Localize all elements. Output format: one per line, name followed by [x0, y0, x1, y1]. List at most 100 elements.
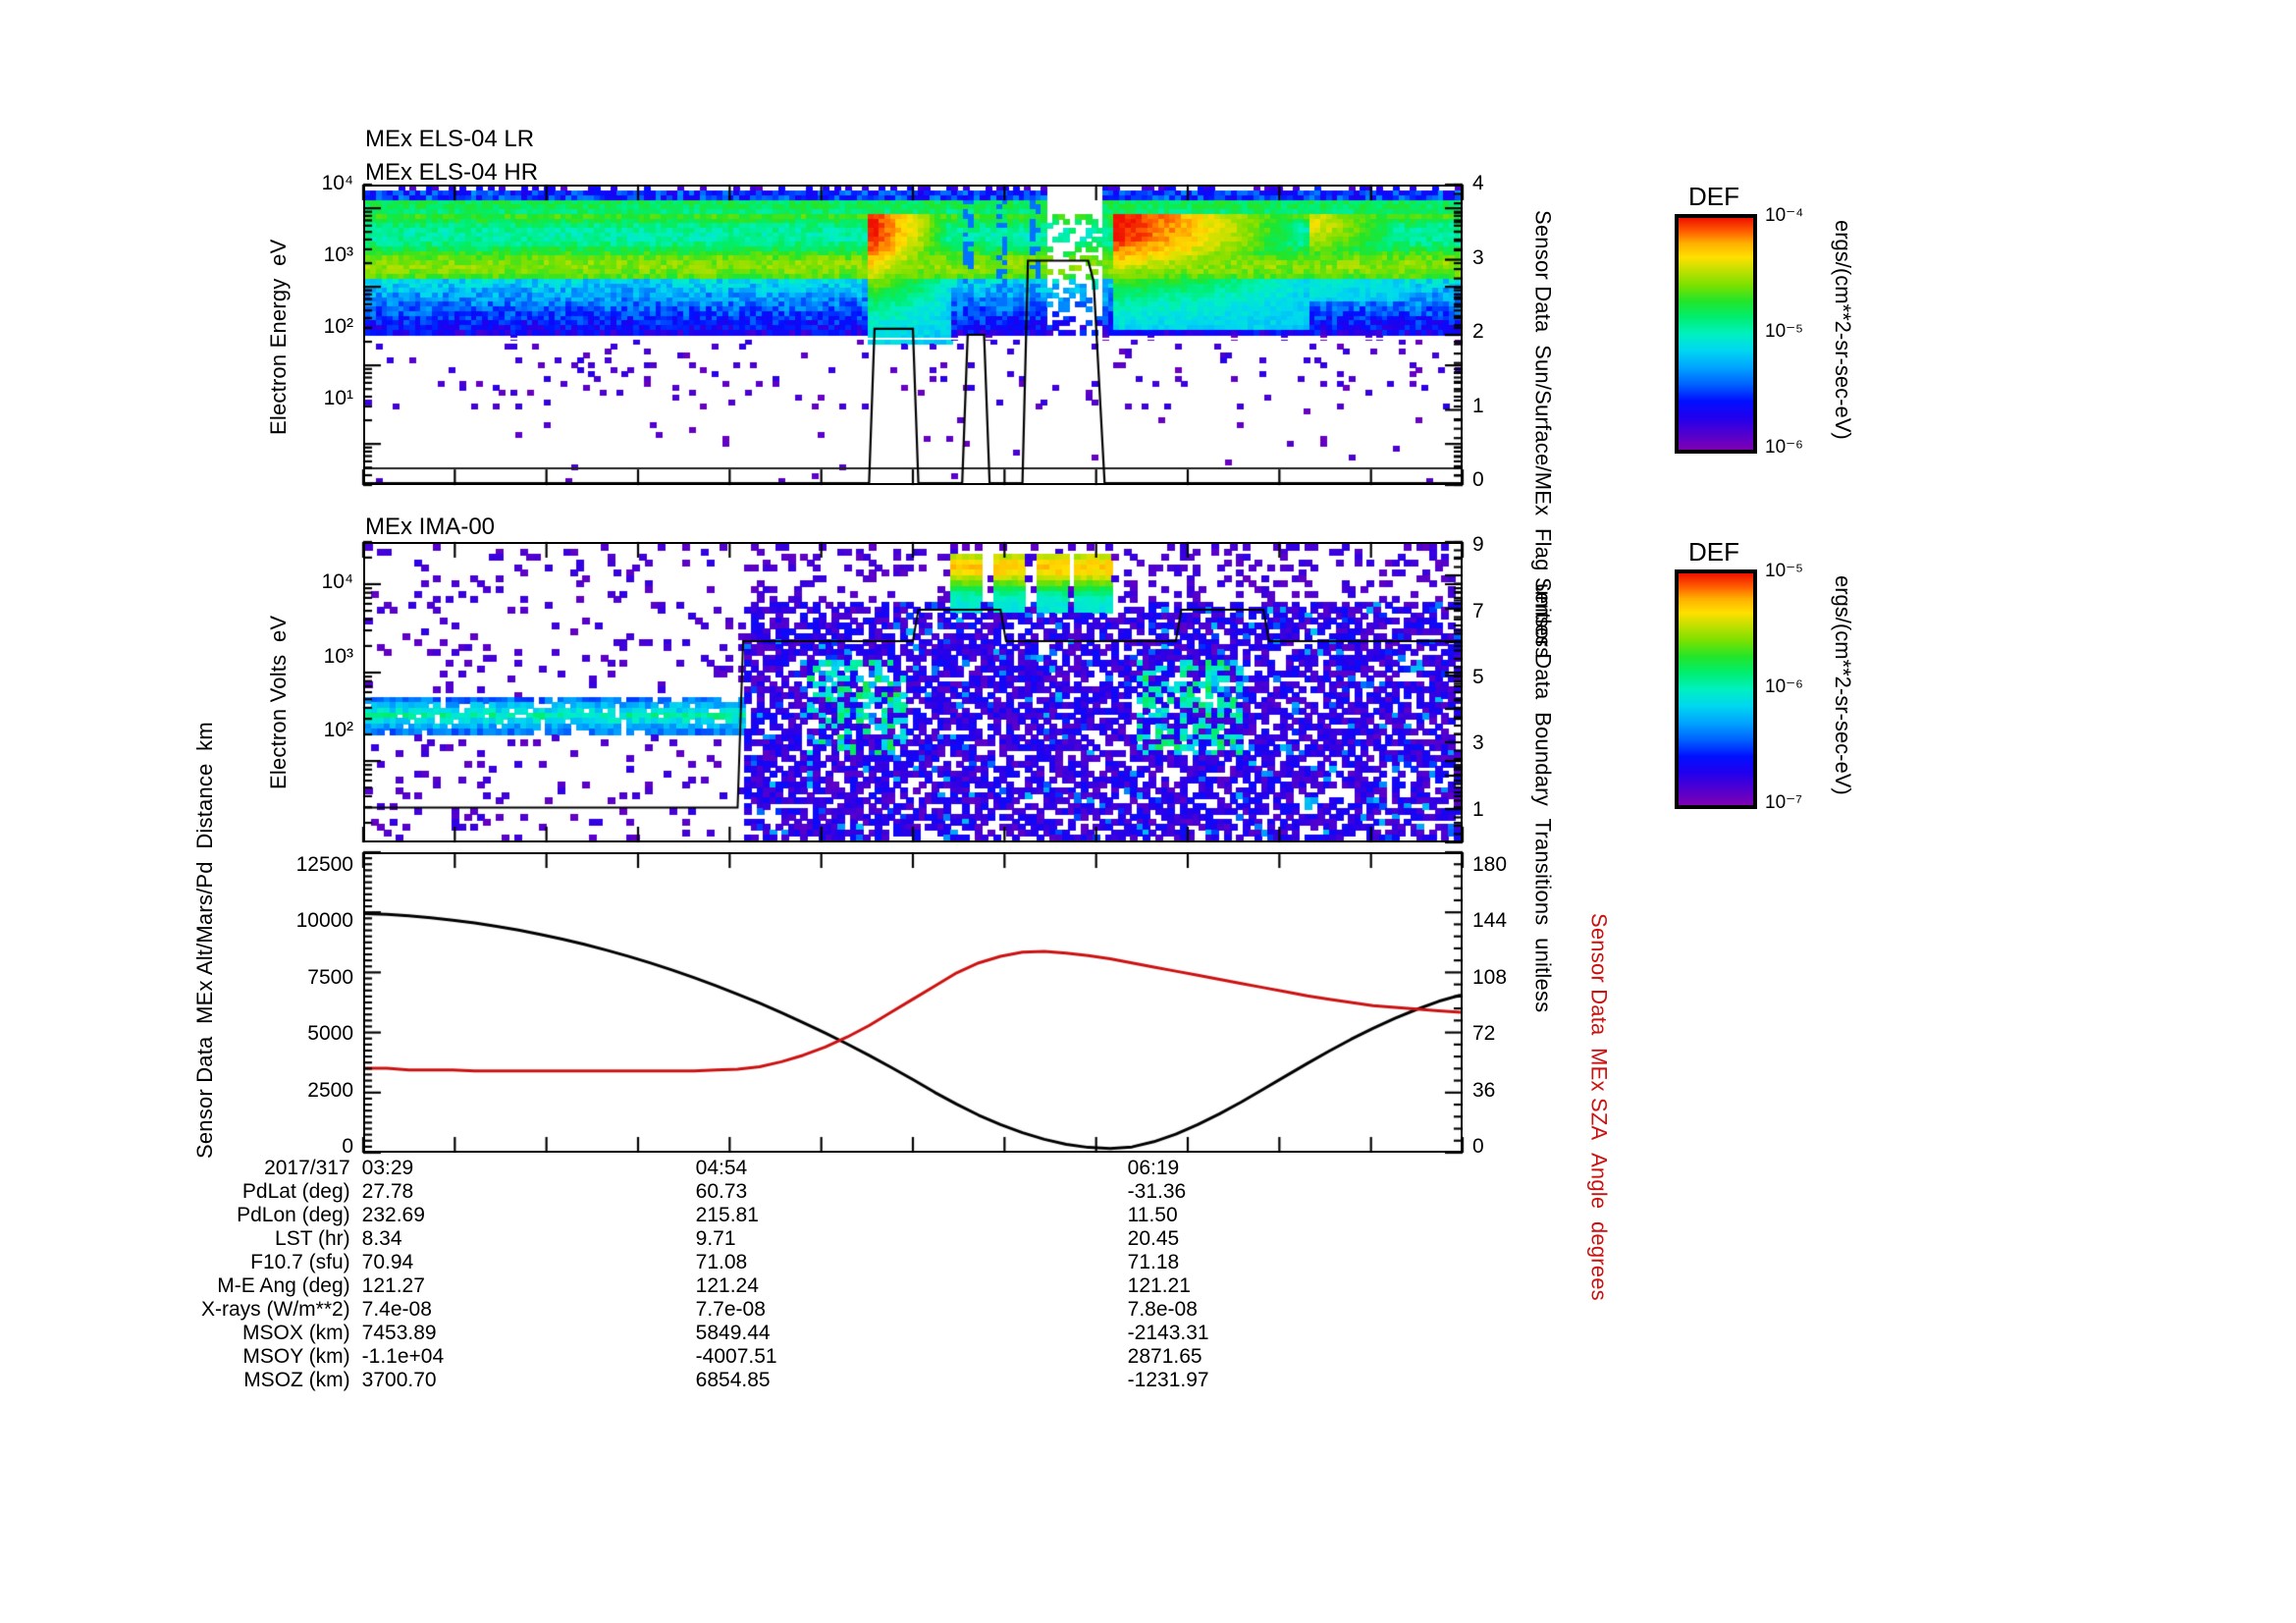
panel-3-plot-area[interactable]	[363, 852, 1463, 1153]
panel-1-plot-area[interactable]	[363, 185, 1463, 485]
tick-label: 108	[1472, 966, 1508, 989]
table-row: M-E Ang (deg) 121.27 121.24 121.21	[201, 1274, 1209, 1298]
table-row-label: F10.7 (sfu)	[250, 1251, 350, 1273]
table-cell-col3: 20.45	[1127, 1227, 1180, 1250]
table-row-label: LST (hr)	[275, 1227, 350, 1250]
tick-label: 10²	[323, 719, 353, 741]
table-row-label: MSOZ (km)	[243, 1369, 350, 1391]
table-cell-col3: -2143.31	[1127, 1322, 1209, 1344]
tick-label: 3	[1472, 246, 1484, 269]
table-row-label: MSOY (km)	[242, 1345, 350, 1368]
tick-label: 5000	[307, 1022, 353, 1045]
tick-label: 0	[1472, 1135, 1484, 1158]
table-cell-col3: 06:19	[1127, 1157, 1180, 1179]
table-cell-col2: 04:54	[695, 1157, 748, 1179]
tick-label: 2	[1472, 320, 1484, 343]
panel-3-right-axis-title: Sensor Data MEx SZA Angle degrees	[1586, 913, 1612, 1301]
table-cell-col2: 60.73	[695, 1180, 748, 1203]
colorbar-1-tick-mid: 10⁻⁵	[1765, 321, 1804, 342]
tick-label: 9	[1472, 533, 1484, 556]
table-cell-col2: 6854.85	[695, 1369, 771, 1391]
tick-label: 72	[1472, 1022, 1496, 1045]
tick-label: 0	[1472, 468, 1484, 491]
tick-label: 0	[342, 1135, 353, 1158]
table-row: LST (hr) 8.34 9.71 20.45	[201, 1227, 1209, 1251]
colorbar-2-units: ergs/(cm**2-sr-sec-eV)	[1831, 575, 1855, 795]
table-row: MSOZ (km) 3700.70 6854.85 -1231.97	[201, 1369, 1209, 1392]
tick-label: 10³	[323, 243, 353, 266]
table-row-label: M-E Ang (deg)	[217, 1274, 350, 1297]
tick-label: 180	[1472, 853, 1508, 876]
ephemeris-table: 2017/317 03:29 04:54 06:19 PdLat (deg) 27.78 6…	[201, 1157, 1209, 1392]
tick-label: 10¹	[323, 387, 353, 409]
table-cell-col2: 121.24	[695, 1274, 759, 1297]
table-cell-col1: 7.4e-08	[361, 1298, 432, 1321]
table-row: MSOY (km) -1.1e+04 -4007.51 2871.65	[201, 1345, 1209, 1369]
colorbar-1-units: ergs/(cm**2-sr-sec-eV)	[1831, 220, 1855, 440]
panel-1-left-axis-title: Electron Energy eV	[266, 239, 291, 435]
table-cell-col1: 121.27	[361, 1274, 425, 1297]
tick-label: 7500	[307, 966, 353, 989]
panel-1-right-axis-title: Sensor Data Sun/Surface/MEx Flag unitles…	[1530, 210, 1556, 659]
panel-1-titles: MEx ELS-04 LR MEx ELS-04 HR	[365, 126, 538, 186]
tick-label: 7	[1472, 600, 1484, 622]
panel-2-left-axis-title: Electron Volts eV	[266, 615, 291, 789]
table-cell-col1: 70.94	[361, 1251, 414, 1273]
tick-label: 10⁴	[321, 172, 353, 194]
table-cell-col3: 11.50	[1127, 1204, 1178, 1226]
table-row: 2017/317 03:29 04:54 06:19	[201, 1157, 1209, 1180]
table-cell-col2: 215.81	[695, 1204, 759, 1226]
colorbar-2-title: DEF	[1688, 537, 1739, 567]
table-row-label: X-rays (W/m**2)	[201, 1298, 350, 1321]
table-cell-col3: 7.8e-08	[1127, 1298, 1198, 1321]
colorbar-2-tick-mid: 10⁻⁶	[1765, 676, 1803, 697]
tick-label: 10³	[323, 645, 353, 668]
table-cell-col3: -1231.97	[1127, 1369, 1209, 1391]
tick-label: 1	[1472, 798, 1484, 821]
tick-label: 144	[1472, 909, 1508, 932]
colorbar-2-tick-bottom: 10⁻⁷	[1765, 792, 1803, 813]
colorbar-2-gradient	[1675, 569, 1757, 809]
tick-label: 12500	[295, 853, 353, 876]
table-row: PdLat (deg) 27.78 60.73 -31.36	[201, 1180, 1209, 1204]
table-row-label: PdLon (deg)	[237, 1204, 350, 1226]
table-row: F10.7 (sfu) 70.94 71.08 71.18	[201, 1251, 1209, 1274]
colorbar-1-gradient	[1675, 214, 1757, 454]
panel-1-title-hr: MEx ELS-04 HR	[365, 159, 539, 186]
table-cell-col2: 7.7e-08	[695, 1298, 766, 1321]
table-cell-col1: 27.78	[361, 1180, 414, 1203]
table-cell-col3: -31.36	[1127, 1180, 1187, 1203]
colorbar-1-tick-bottom: 10⁻⁶	[1765, 437, 1803, 458]
table-row-label: 2017/317	[264, 1157, 350, 1179]
panel-2-plot-area[interactable]	[363, 542, 1463, 842]
table-cell-col1: 8.34	[361, 1227, 402, 1250]
tick-label: 36	[1472, 1079, 1496, 1102]
table-cell-col2: 71.08	[695, 1251, 748, 1273]
table-cell-col2: -4007.51	[695, 1345, 777, 1368]
table-cell-col2: 5849.44	[695, 1322, 771, 1344]
panel-2-title: MEx IMA-00	[365, 514, 496, 540]
colorbar-1-title: DEF	[1688, 182, 1739, 211]
table-row: PdLon (deg) 232.69 215.81 11.50	[201, 1204, 1209, 1227]
table-row: MSOX (km) 7453.89 5849.44 -2143.31	[201, 1322, 1209, 1345]
tick-label: 1	[1472, 395, 1484, 417]
table-cell-col1: 3700.70	[361, 1369, 437, 1391]
table-cell-col3: 2871.65	[1127, 1345, 1202, 1368]
table-row-label: MSOX (km)	[242, 1322, 350, 1344]
table-row-label: PdLat (deg)	[241, 1180, 350, 1203]
table-cell-col1: 7453.89	[361, 1322, 437, 1344]
colorbar-2-tick-top: 10⁻⁵	[1765, 561, 1804, 581]
panel-1-title-lr: MEx ELS-04 LR	[365, 126, 535, 152]
colorbar-1-tick-top: 10⁻⁴	[1765, 205, 1804, 226]
tick-label: 10⁴	[321, 570, 353, 593]
tick-label: 3	[1472, 731, 1484, 754]
tick-label: 10²	[323, 315, 353, 338]
tick-label: 2500	[307, 1079, 353, 1102]
tick-label: 5	[1472, 666, 1484, 688]
table-row: X-rays (W/m**2) 7.4e-08 7.7e-08 7.8e-08	[201, 1298, 1209, 1322]
table-cell-col3: 121.21	[1127, 1274, 1191, 1297]
tick-label: 4	[1472, 172, 1484, 194]
table-cell-col1: 03:29	[361, 1157, 414, 1179]
table-cell-col2: 9.71	[695, 1227, 736, 1250]
panel-2-right-axis-title: Sensor Data Boundary Transitions unitles…	[1530, 577, 1556, 1013]
